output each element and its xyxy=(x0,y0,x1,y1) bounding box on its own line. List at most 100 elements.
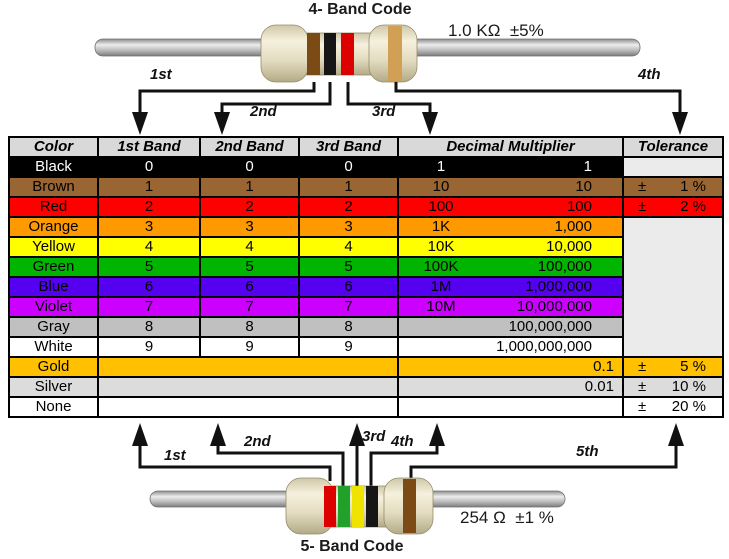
band-2-value: 7 xyxy=(199,296,300,318)
color-name: Violet xyxy=(8,296,99,318)
tolerance-value: ±2 % xyxy=(622,196,724,218)
tolerance-value: ±20 % xyxy=(622,396,724,418)
band-2-value: 8 xyxy=(199,316,300,338)
band-2-value: 9 xyxy=(199,336,300,358)
bottom-arrow-label-1st: 1st xyxy=(164,447,186,464)
bottom-arrows xyxy=(138,444,678,487)
decimal-multiplier: 10M 10,000,000 xyxy=(397,296,624,318)
decimal-multiplier: 0.01 xyxy=(397,376,624,398)
tolerance-value xyxy=(622,156,724,178)
color-name: Brown xyxy=(8,176,99,198)
band-2-value: 5 xyxy=(199,256,300,278)
decimal-multiplier: 100 100 xyxy=(397,196,624,218)
band-3-value: 2 xyxy=(298,196,399,218)
column-header-decimal-multiplier: Decimal Multiplier xyxy=(397,136,624,158)
band-1-value: 9 xyxy=(97,336,201,358)
table-row-gray: Gray 8 8 8 100,000,000 xyxy=(8,316,723,338)
decimal-multiplier: 10K 10,000 xyxy=(397,236,624,258)
table-row-violet: Violet 7 7 7 10M 10,000,000 xyxy=(8,296,723,318)
band-1-value: 6 xyxy=(97,276,201,298)
table-row-green: Green 5 5 5 100K 100,000 xyxy=(8,256,723,278)
column-header-tolerance: Tolerance xyxy=(622,136,724,158)
top-arrow-label-3rd: 3rd xyxy=(372,103,396,120)
table-header: Color 1st Band 2nd Band 3rd Band Decimal Mul… xyxy=(8,136,724,158)
band-2-value: 4 xyxy=(199,236,300,258)
tolerance-value: ±1 % xyxy=(622,176,724,198)
band-1-value: 4 xyxy=(97,236,201,258)
tolerance-empty-merged xyxy=(622,216,724,358)
four-band-title: 4- Band Code xyxy=(308,1,412,18)
color-name: Gray xyxy=(8,316,99,338)
band-1-value: 5 xyxy=(97,256,201,278)
decimal-multiplier: 100K 100,000 xyxy=(397,256,624,278)
band-1-value: 0 xyxy=(97,156,201,178)
band-2-value: 1 xyxy=(199,176,300,198)
band-3-value: 1 xyxy=(298,176,399,198)
column-header-1st-band: 1st Band xyxy=(97,136,201,158)
color-name: Green xyxy=(8,256,99,278)
band-3-value: 3 xyxy=(298,216,399,238)
band-2-value: 6 xyxy=(199,276,300,298)
five-band-value-label: 254 Ω ±1 % xyxy=(460,508,554,527)
bottom-arrowheads xyxy=(132,423,684,446)
bottom-band-green xyxy=(338,486,350,527)
top-band-black xyxy=(324,33,336,75)
bottom-arrow-label-3rd: 3rd xyxy=(362,428,386,445)
color-name: Silver xyxy=(8,376,99,398)
table-row-brown: Brown 1 1 1 10 10 ±1 % xyxy=(8,176,724,198)
table-row-black: Black 0 0 0 1 1 xyxy=(8,156,724,178)
band-3-value: 0 xyxy=(298,156,399,178)
bottom-arrow-label-5th: 5th xyxy=(576,443,599,460)
bottom-band-red xyxy=(324,486,336,527)
color-name: Red xyxy=(8,196,99,218)
band-1-value: 1 xyxy=(97,176,201,198)
band-3-value: 9 xyxy=(298,336,399,358)
color-code-table: Color 1st Band 2nd Band 3rd Band Decimal Mul… xyxy=(8,136,724,418)
top-band-brown xyxy=(307,33,320,75)
band-3-value: 8 xyxy=(298,316,399,338)
column-header-color: Color xyxy=(8,136,99,158)
decimal-multiplier: 100,000,000 xyxy=(397,316,624,338)
top-band-red xyxy=(341,33,354,75)
band-3-value: 7 xyxy=(298,296,399,318)
color-name: Black xyxy=(8,156,99,178)
color-name: Yellow xyxy=(8,236,99,258)
table-row-yellow: Yellow 4 4 4 10K 10,000 xyxy=(8,236,723,258)
four-band-resistor xyxy=(94,24,641,83)
column-header-3rd-band: 3rd Band xyxy=(298,136,399,158)
column-header-2nd-band: 2nd Band xyxy=(199,136,300,158)
four-band-value-label: 1.0 KΩ ±5% xyxy=(448,21,544,40)
bottom-arrow-label-4th: 4th xyxy=(391,433,414,450)
band-3-value: 5 xyxy=(298,256,399,278)
bands-merged-cell xyxy=(97,356,399,378)
tolerance-value: ±10 % xyxy=(622,376,724,398)
top-band-gold xyxy=(388,26,402,81)
bottom-band-yellow xyxy=(352,486,364,527)
band-2-value: 2 xyxy=(199,196,300,218)
band-1-value: 2 xyxy=(97,196,201,218)
decimal-multiplier: 1,000,000,000 xyxy=(397,336,624,358)
band-1-value: 3 xyxy=(97,216,201,238)
table-row-white: White 9 9 9 1,000,000,000 xyxy=(8,336,723,358)
top-arrow-label-2nd: 2nd xyxy=(250,103,277,120)
five-band-title: 5- Band Code xyxy=(300,538,404,555)
top-arrow-label-1st: 1st xyxy=(150,66,172,83)
decimal-multiplier: 1K 1,000 xyxy=(397,216,624,238)
top-arrows xyxy=(138,82,682,113)
bands-merged-cell xyxy=(97,376,399,398)
table-row-silver: Silver 0.01 ±10 % xyxy=(8,376,724,398)
color-name: Orange xyxy=(8,216,99,238)
decimal-multiplier: 10 10 xyxy=(397,176,624,198)
band-2-value: 0 xyxy=(199,156,300,178)
table-row-red: Red 2 2 2 100 100 ±2 % xyxy=(8,196,724,218)
bands-merged-cell xyxy=(97,396,399,418)
five-band-resistor xyxy=(149,477,566,535)
color-name: White xyxy=(8,336,99,358)
band-2-value: 3 xyxy=(199,216,300,238)
table-row-none: None ±20 % xyxy=(8,396,724,418)
table-row-orange: Orange 3 3 3 1K 1,000 xyxy=(8,216,724,358)
table-row-gold: Gold 0.1 ±5 % xyxy=(8,356,724,378)
decimal-multiplier: 0.1 xyxy=(397,356,624,378)
